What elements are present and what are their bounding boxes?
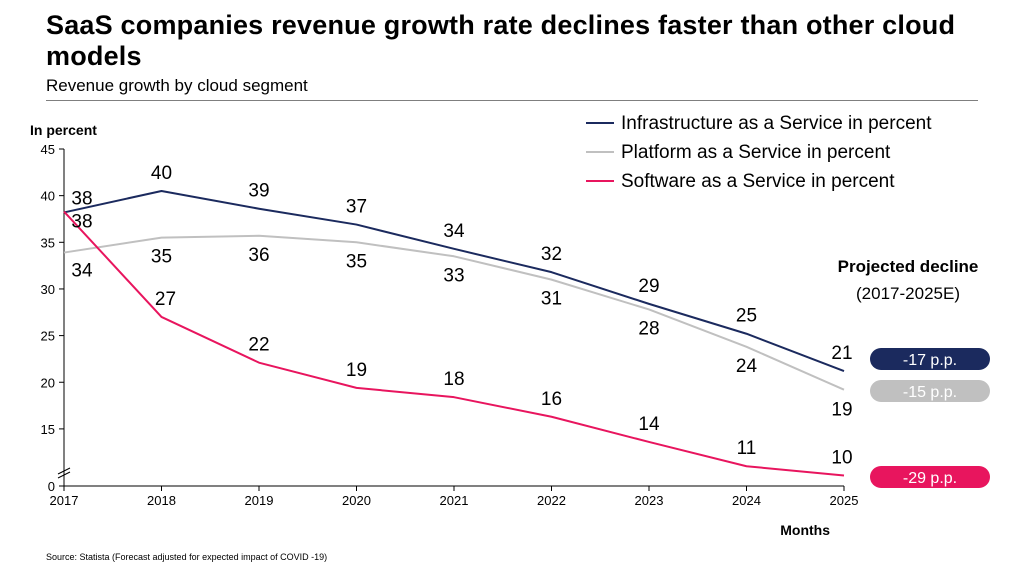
x-tick-label: 2018 xyxy=(147,493,176,508)
data-label: 38 xyxy=(71,188,92,209)
decline-badges: -17 p.p. -15 p.p. -29 p.p. xyxy=(870,348,990,488)
data-label: 27 xyxy=(155,289,176,310)
data-labels: 38 40 39 37 34 32 29 25 21 34 35 36 35 33 31 28 24 19 38 27… xyxy=(71,163,852,469)
x-tick-label: 2023 xyxy=(635,493,664,508)
x-tick-label: 2025 xyxy=(830,493,859,508)
legend-entry-2: Platform as a Service in percent xyxy=(621,142,891,163)
data-label: 31 xyxy=(541,289,562,310)
decline-badge-text: -15 p.p. xyxy=(903,384,957,401)
y-tick-label: 20 xyxy=(41,375,55,390)
x-axis-label: Months xyxy=(780,522,830,538)
legend-entry-3: Software as a Service in percent xyxy=(621,171,895,192)
data-label: 28 xyxy=(638,318,659,339)
data-label: 19 xyxy=(346,360,367,381)
data-label: 25 xyxy=(736,306,757,327)
decline-badge-2 xyxy=(870,380,990,402)
data-label: 33 xyxy=(443,265,464,286)
series-line-1 xyxy=(63,189,845,372)
series-lines xyxy=(63,189,845,477)
decline-badge-1 xyxy=(870,348,990,370)
data-label: 18 xyxy=(443,369,464,390)
y-tick-label: 15 xyxy=(41,422,55,437)
series-line-3 xyxy=(63,210,845,477)
data-label: 29 xyxy=(638,276,659,297)
title-divider xyxy=(46,100,978,101)
chart-title: SaaS companies revenue growth rate decli… xyxy=(46,10,956,71)
data-label: 19 xyxy=(831,400,852,421)
data-label: 16 xyxy=(541,389,562,410)
legend-entry-1: Infrastructure as a Service in percent xyxy=(621,113,932,134)
data-label: 22 xyxy=(248,335,269,356)
x-tick-label: 2024 xyxy=(732,493,761,508)
y-tick-label: 25 xyxy=(41,329,55,344)
x-tick-label: 2020 xyxy=(342,493,371,508)
series-line-2 xyxy=(63,234,845,391)
projected-decline-subtitle: (2017-2025E) xyxy=(856,284,960,303)
axis-break-mark xyxy=(57,471,71,479)
data-label: 39 xyxy=(248,181,269,202)
legend: Infrastructure as a Service in percent Pl… xyxy=(586,113,932,192)
data-label: 35 xyxy=(346,251,367,272)
decline-badge-text: -17 p.p. xyxy=(903,352,957,369)
data-label: 11 xyxy=(737,438,757,459)
data-label: 35 xyxy=(151,247,172,268)
x-tick-label: 2019 xyxy=(245,493,274,508)
source-note: Source: Statista (Forecast adjusted for … xyxy=(46,552,328,562)
data-label: 24 xyxy=(736,356,758,377)
y-tick-label: 0 xyxy=(48,479,55,494)
data-label: 32 xyxy=(541,244,562,265)
data-label: 36 xyxy=(248,245,269,266)
axis-break-mark xyxy=(57,467,71,475)
projected-decline-title: Projected decline xyxy=(838,257,979,276)
x-tick-label: 2021 xyxy=(440,493,469,508)
y-tick-label: 35 xyxy=(41,235,55,250)
data-label: 14 xyxy=(638,414,660,435)
x-tick-label: 2017 xyxy=(50,493,79,508)
y-tick-label: 40 xyxy=(41,189,55,204)
data-label: 34 xyxy=(443,221,465,242)
data-label: 10 xyxy=(831,448,852,469)
data-label: 40 xyxy=(151,163,172,184)
y-axis-label: In percent xyxy=(30,122,97,138)
y-tick-label: 45 xyxy=(41,142,55,157)
y-tick-label: 30 xyxy=(41,282,55,297)
data-label: 37 xyxy=(346,197,367,218)
decline-badge-3 xyxy=(870,466,990,488)
data-label: 21 xyxy=(831,343,852,364)
chart-subtitle: Revenue growth by cloud segment xyxy=(46,76,308,95)
data-label: 34 xyxy=(71,261,93,282)
data-label: 38 xyxy=(71,212,92,233)
decline-badge-text: -29 p.p. xyxy=(903,470,957,487)
x-tick-label: 2022 xyxy=(537,493,566,508)
